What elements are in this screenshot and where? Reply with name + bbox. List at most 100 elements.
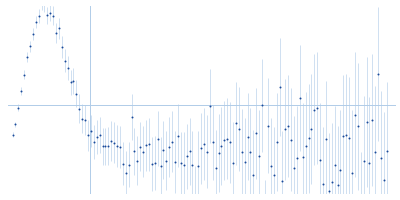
- Point: [236, 128, 242, 131]
- Point: [195, 164, 202, 167]
- Point: [18, 89, 24, 93]
- Point: [56, 27, 62, 30]
- Point: [154, 137, 161, 140]
- Point: [375, 73, 381, 76]
- Point: [300, 155, 306, 158]
- Point: [137, 145, 144, 148]
- Point: [346, 137, 352, 140]
- Point: [111, 141, 117, 144]
- Point: [384, 149, 390, 152]
- Point: [175, 134, 181, 137]
- Point: [186, 150, 193, 153]
- Point: [166, 145, 172, 149]
- Point: [343, 134, 350, 137]
- Point: [134, 159, 140, 162]
- Point: [172, 160, 178, 163]
- Point: [73, 92, 80, 95]
- Point: [242, 160, 248, 163]
- Point: [32, 21, 39, 24]
- Point: [268, 164, 274, 168]
- Point: [157, 164, 164, 167]
- Point: [126, 163, 132, 166]
- Point: [253, 132, 260, 135]
- Point: [79, 117, 86, 121]
- Point: [184, 155, 190, 158]
- Point: [59, 45, 65, 49]
- Point: [270, 173, 277, 177]
- Point: [244, 135, 251, 138]
- Point: [102, 145, 109, 148]
- Point: [294, 157, 300, 160]
- Point: [36, 14, 42, 18]
- Point: [314, 106, 320, 110]
- Point: [160, 148, 167, 151]
- Point: [328, 180, 335, 184]
- Point: [366, 161, 373, 164]
- Point: [44, 14, 50, 17]
- Point: [140, 150, 146, 153]
- Point: [265, 124, 271, 127]
- Point: [378, 157, 384, 160]
- Point: [326, 190, 332, 193]
- Point: [320, 182, 326, 186]
- Point: [308, 127, 315, 131]
- Point: [131, 150, 138, 153]
- Point: [143, 144, 149, 147]
- Point: [363, 120, 370, 124]
- Point: [227, 141, 233, 144]
- Point: [305, 137, 312, 140]
- Point: [349, 171, 355, 174]
- Point: [128, 115, 135, 119]
- Point: [352, 113, 358, 116]
- Point: [64, 66, 71, 69]
- Point: [152, 161, 158, 164]
- Point: [96, 133, 103, 137]
- Point: [369, 118, 376, 122]
- Point: [53, 32, 59, 35]
- Point: [105, 144, 112, 148]
- Point: [88, 129, 94, 132]
- Point: [323, 137, 329, 140]
- Point: [297, 97, 303, 100]
- Point: [279, 179, 286, 183]
- Point: [282, 128, 288, 131]
- Point: [274, 141, 280, 144]
- Point: [340, 134, 346, 137]
- Point: [337, 169, 344, 172]
- Point: [381, 178, 387, 181]
- Point: [27, 45, 33, 48]
- Point: [163, 159, 170, 162]
- Point: [302, 144, 309, 147]
- Point: [230, 162, 236, 165]
- Point: [38, 1, 45, 4]
- Point: [259, 104, 265, 107]
- Point: [256, 154, 262, 157]
- Point: [15, 106, 22, 109]
- Point: [41, 2, 48, 5]
- Point: [201, 143, 207, 146]
- Point: [108, 139, 114, 143]
- Point: [247, 150, 254, 153]
- Point: [204, 150, 210, 153]
- Point: [221, 139, 228, 142]
- Point: [85, 134, 91, 137]
- Point: [149, 163, 155, 166]
- Point: [30, 32, 36, 36]
- Point: [122, 171, 129, 175]
- Point: [169, 140, 175, 143]
- Point: [250, 173, 256, 176]
- Point: [62, 59, 68, 62]
- Point: [67, 81, 74, 84]
- Point: [372, 150, 378, 154]
- Point: [212, 166, 219, 169]
- Point: [210, 141, 216, 144]
- Point: [146, 143, 152, 146]
- Point: [76, 107, 82, 110]
- Point: [24, 55, 30, 59]
- Point: [224, 137, 230, 140]
- Point: [47, 11, 54, 14]
- Point: [189, 164, 196, 167]
- Point: [21, 73, 27, 76]
- Point: [120, 162, 126, 165]
- Point: [12, 123, 19, 126]
